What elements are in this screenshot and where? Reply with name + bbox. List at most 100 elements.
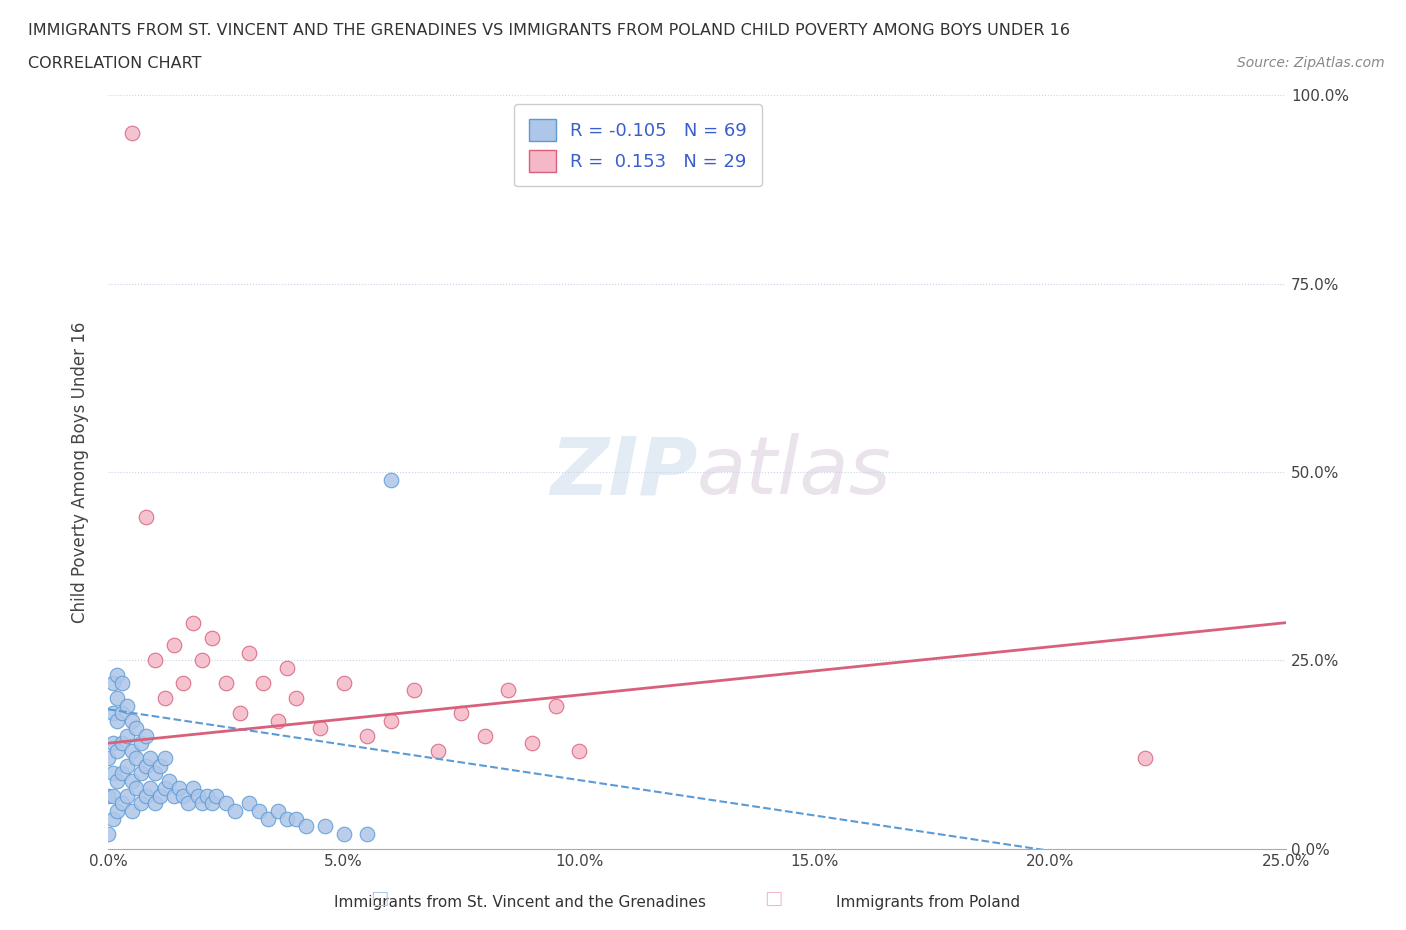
Point [139,781,162,796]
Point [121,126,143,140]
Point [101,706,124,721]
Point [107,668,129,683]
Point [107,804,129,818]
Point [474,728,496,743]
Point [172,675,194,690]
Point [125,751,148,765]
Point [143,796,166,811]
Point [314,818,336,833]
Point [450,706,472,721]
Text: □: □ [370,889,389,908]
Point [111,706,134,721]
Point [380,472,402,487]
Point [115,789,138,804]
Point [1133,751,1156,765]
Text: Immigrants from St. Vincent and the Grenadines: Immigrants from St. Vincent and the Gren… [335,895,706,910]
Point [163,638,186,653]
Point [149,758,172,773]
Point [111,796,134,811]
Point [266,713,288,728]
Point [135,789,157,804]
Point [129,766,152,781]
Point [101,675,124,690]
Point [520,736,543,751]
Point [163,789,186,804]
Point [101,811,124,826]
Point [115,758,138,773]
Point [107,713,129,728]
Point [332,675,354,690]
Point [172,789,194,804]
Point [107,774,129,789]
Point [143,653,166,668]
Point [181,781,204,796]
Text: Immigrants from Poland: Immigrants from Poland [837,895,1019,910]
Point [135,510,157,525]
Point [252,675,274,690]
Point [332,826,354,841]
Point [101,766,124,781]
Point [153,781,176,796]
Text: atlas: atlas [697,433,891,511]
Text: Source: ZipAtlas.com: Source: ZipAtlas.com [1237,56,1385,70]
Point [191,796,214,811]
Point [153,751,176,765]
Point [195,789,218,804]
Point [121,804,143,818]
Point [229,706,252,721]
Text: ZIP: ZIP [550,433,697,511]
Point [215,796,238,811]
Point [426,743,449,758]
Point [129,736,152,751]
Point [238,645,260,660]
Point [135,728,157,743]
Point [121,713,143,728]
Point [115,698,138,713]
Text: IMMIGRANTS FROM ST. VINCENT AND THE GRENADINES VS IMMIGRANTS FROM POLAND CHILD P: IMMIGRANTS FROM ST. VINCENT AND THE GREN… [28,23,1070,38]
Point [356,826,378,841]
Point [181,616,204,631]
Point [139,751,162,765]
Point [121,774,143,789]
Point [107,691,129,706]
Point [129,796,152,811]
Point [97,826,120,841]
Point [380,713,402,728]
Point [121,743,143,758]
Point [153,691,176,706]
Point [544,698,567,713]
Point [125,781,148,796]
Point [257,811,280,826]
Point [404,683,426,698]
Point [111,675,134,690]
Point [135,758,157,773]
Point [177,796,200,811]
Point [247,804,270,818]
Point [276,660,298,675]
Text: CORRELATION CHART: CORRELATION CHART [28,56,201,71]
Point [215,675,238,690]
Point [111,766,134,781]
Point [238,796,260,811]
Point [201,796,224,811]
Point [266,804,288,818]
Point [101,789,124,804]
Point [157,774,180,789]
Point [97,789,120,804]
Point [125,721,148,736]
Point [149,789,172,804]
Point [115,728,138,743]
Point [186,789,208,804]
Point [205,789,228,804]
Point [295,818,318,833]
Point [101,736,124,751]
Point [285,691,308,706]
Point [191,653,214,668]
Point [498,683,520,698]
Point [201,631,224,645]
Legend: R = -0.105   N = 69, R =  0.153   N = 29: R = -0.105 N = 69, R = 0.153 N = 29 [515,104,762,186]
Point [143,766,166,781]
Point [111,736,134,751]
Point [356,728,378,743]
Point [309,721,332,736]
